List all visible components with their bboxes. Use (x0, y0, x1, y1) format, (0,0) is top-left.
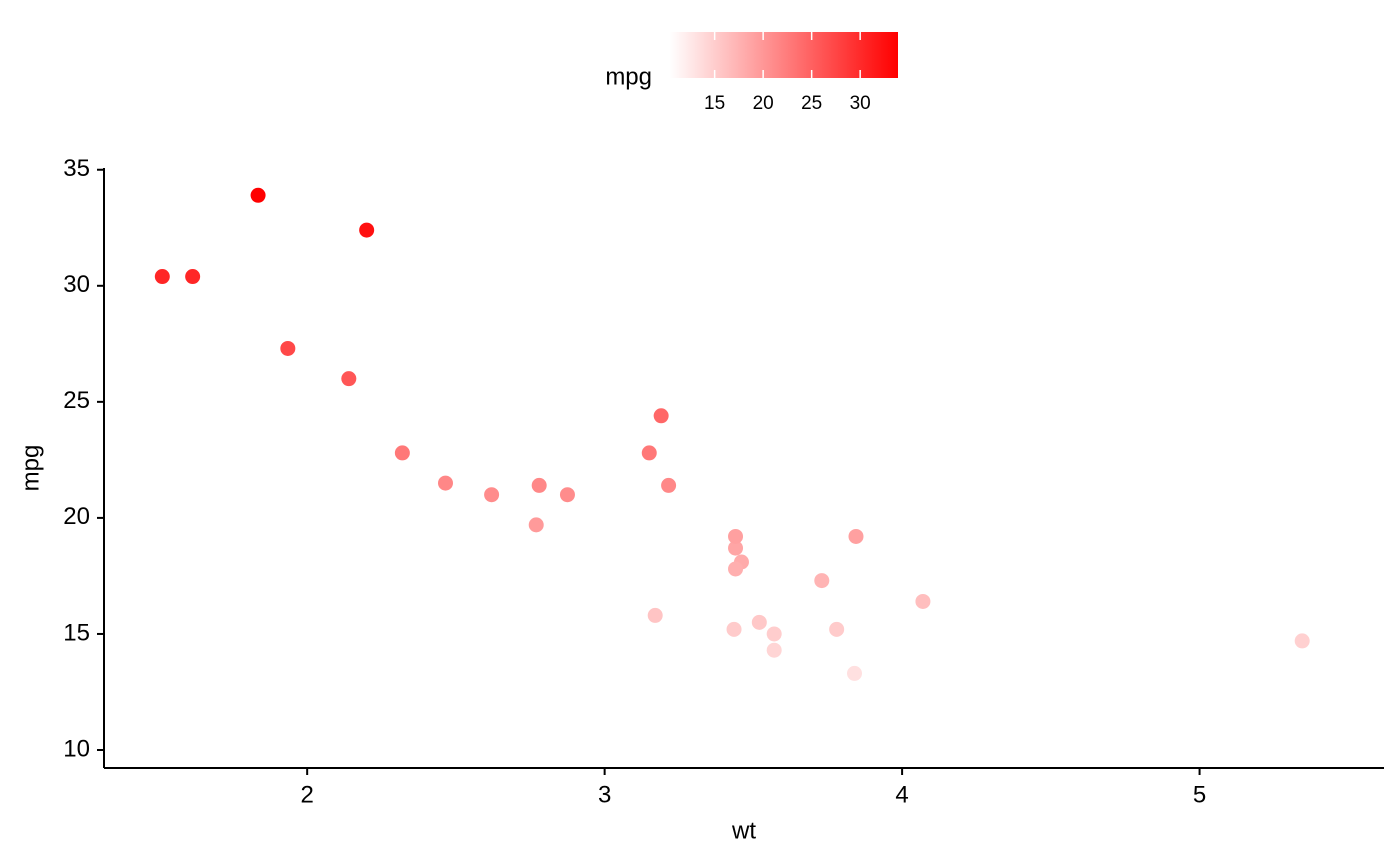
point (559, 487, 575, 503)
x-tick-label: 5 (1193, 781, 1206, 808)
point (154, 269, 170, 285)
point (1294, 633, 1310, 649)
point (250, 187, 266, 203)
point (728, 540, 744, 556)
y-axis-title: mpg (17, 445, 44, 492)
legend-title: mpg (605, 63, 652, 90)
x-tick-label: 3 (598, 781, 611, 808)
point (726, 621, 742, 637)
point (647, 607, 663, 623)
point (531, 477, 547, 493)
point (814, 573, 830, 589)
y-tick-label: 30 (63, 271, 90, 298)
point (341, 371, 357, 387)
point (847, 665, 863, 681)
y-tick-label: 15 (63, 619, 90, 646)
point (728, 528, 744, 544)
point (766, 626, 782, 642)
colorbar-tick-label: 25 (801, 93, 822, 114)
point (848, 528, 864, 544)
colorbar-tick-label: 20 (753, 93, 774, 114)
colorbar-tick-label: 15 (704, 93, 725, 114)
point (766, 642, 782, 658)
point (829, 621, 845, 637)
point (1266, 733, 1282, 749)
colorbar-tick-label: 30 (850, 93, 871, 114)
point (728, 561, 744, 577)
point (185, 269, 201, 285)
x-axis-title: wt (731, 817, 756, 844)
colorbar (670, 32, 898, 78)
x-tick-label: 2 (300, 781, 313, 808)
point (437, 475, 453, 491)
point (653, 408, 669, 424)
point (751, 614, 767, 630)
point (280, 340, 296, 356)
y-tick-label: 25 (63, 387, 90, 414)
x-tick-label: 4 (895, 781, 908, 808)
y-tick-label: 35 (63, 155, 90, 182)
point (359, 222, 375, 238)
point (528, 517, 544, 533)
point (484, 487, 500, 503)
point (915, 593, 931, 609)
y-tick-label: 10 (63, 735, 90, 762)
point (1318, 733, 1334, 749)
point (661, 477, 677, 493)
point (394, 445, 410, 461)
point (641, 445, 657, 461)
y-tick-label: 20 (63, 503, 90, 530)
